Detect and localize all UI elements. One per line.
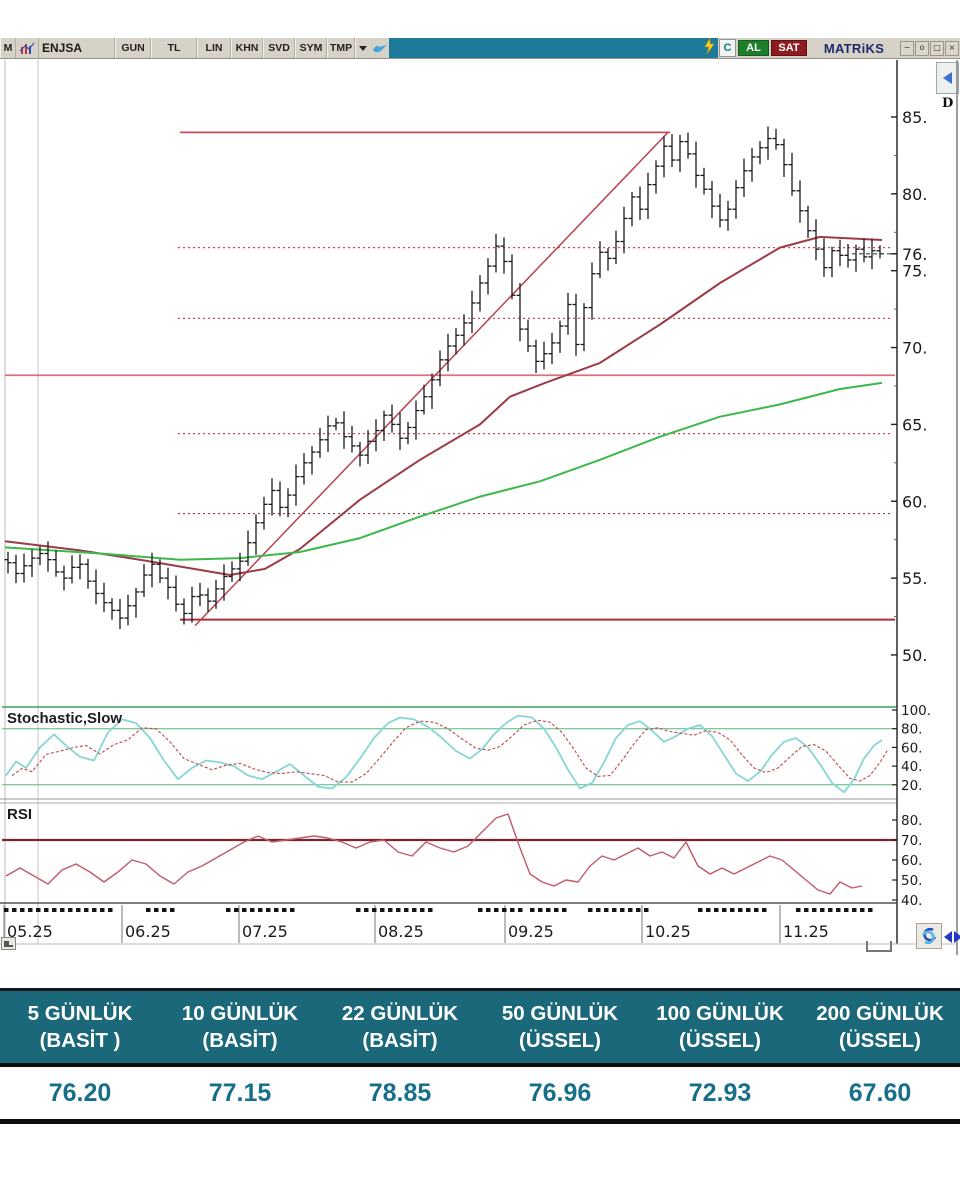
resize-handle-icon[interactable] xyxy=(866,941,892,952)
table-value-cell: 72.93 xyxy=(688,1078,752,1107)
svg-text:65.: 65. xyxy=(902,415,927,434)
svg-text:06.25: 06.25 xyxy=(125,922,171,941)
bird-glyph xyxy=(373,44,386,52)
header-line2: (BASİT) xyxy=(362,1029,438,1052)
arrow-left-icon xyxy=(943,72,952,84)
chart-canvas: 85. 80. 76.75. 70. 65. 60. 55. 50. 100. 80. 60. 40.… xyxy=(0,60,958,945)
header-line2: (ÜSSEL) xyxy=(679,1029,761,1052)
svg-text:80.: 80. xyxy=(901,722,922,738)
buy-button[interactable]: AL xyxy=(738,40,769,56)
corner-glyph xyxy=(4,941,13,947)
d-label: D xyxy=(942,96,954,111)
toolbar-button-scale[interactable]: LIN xyxy=(197,38,231,58)
swirl-glyph xyxy=(921,927,937,945)
svg-text:09.25: 09.25 xyxy=(508,922,554,941)
toolbar-button-sym[interactable]: SYM xyxy=(295,38,327,58)
svg-text:80.: 80. xyxy=(902,185,927,204)
sell-button[interactable]: SAT xyxy=(771,40,807,56)
svg-text:60.: 60. xyxy=(901,740,922,756)
table-value-row: 76.20 77.15 78.85 76.96 72.93 67.60 xyxy=(0,1067,960,1124)
window-maximize-button[interactable]: □ xyxy=(930,40,944,56)
table-header-cell: 5 GÜNLÜK (BASİT ) xyxy=(0,1000,160,1054)
table-header-cell: 10 GÜNLÜK (BASİT) xyxy=(160,1000,320,1054)
svg-text:10.25: 10.25 xyxy=(645,922,691,941)
table-header-cell: 200 GÜNLÜK (ÜSSEL) xyxy=(800,1000,960,1054)
window-close-button[interactable]: × xyxy=(945,40,959,56)
svg-text:60.: 60. xyxy=(902,492,927,511)
toolbar-button-svd[interactable]: SVD xyxy=(263,38,295,58)
svg-text:70.: 70. xyxy=(901,833,922,849)
stochastic-label: Stochastic,Slow xyxy=(7,710,123,727)
table-header-cell: 22 GÜNLÜK (BASİT) xyxy=(320,1000,480,1054)
toolbar-button-currency[interactable]: TL xyxy=(151,38,197,58)
svg-text:50.: 50. xyxy=(901,873,922,889)
svg-text:11.25: 11.25 xyxy=(783,922,829,941)
toolbar-button-period[interactable]: GUN xyxy=(115,38,151,58)
header-line1: 50 GÜNLÜK xyxy=(501,1001,619,1025)
svg-text:07.25: 07.25 xyxy=(242,922,288,941)
header-line1: 22 GÜNLÜK xyxy=(341,1001,459,1025)
svg-text:100.: 100. xyxy=(901,703,931,719)
arrow-left-icon xyxy=(944,931,952,943)
header-line1: 100 GÜNLÜK xyxy=(656,1001,784,1025)
horizontal-scroll-arrows[interactable] xyxy=(944,931,960,943)
svg-text:80.: 80. xyxy=(901,813,922,829)
table-value-cell: 77.15 xyxy=(208,1078,272,1107)
moving-averages-table: 5 GÜNLÜK (BASİT ) 10 GÜNLÜK (BASİT) 22 G… xyxy=(0,988,960,1124)
svg-text:50.: 50. xyxy=(902,646,927,665)
header-line2: (BASİT) xyxy=(202,1029,278,1052)
scroll-left-button[interactable] xyxy=(936,62,959,94)
table-value-cell: 67.60 xyxy=(848,1078,912,1107)
svg-text:60.: 60. xyxy=(901,853,922,869)
symbol-label: ENJSA xyxy=(39,38,115,58)
header-line2: (ÜSSEL) xyxy=(839,1029,921,1052)
header-line1: 10 GÜNLÜK xyxy=(181,1001,299,1025)
c-button[interactable]: C xyxy=(719,39,736,57)
arrow-right-icon xyxy=(954,931,960,943)
toolbar-dropdown-button[interactable] xyxy=(355,38,370,58)
header-line2: (BASİT ) xyxy=(39,1029,121,1052)
header-line2: (ÜSSEL) xyxy=(519,1029,601,1052)
menu-button[interactable]: M xyxy=(0,38,16,58)
table-value-cell: 76.96 xyxy=(528,1078,592,1107)
window-minimize-button[interactable]: − xyxy=(900,40,914,56)
svg-text:08.25: 08.25 xyxy=(378,922,424,941)
svg-text:40.: 40. xyxy=(901,759,922,775)
chart-type-icon[interactable] xyxy=(16,38,39,58)
svg-text:40.: 40. xyxy=(901,893,922,909)
axis-corner-button[interactable] xyxy=(1,937,16,950)
svg-text:75.: 75. xyxy=(902,262,927,281)
lightning-icon[interactable] xyxy=(704,36,715,59)
mini-chart-glyph xyxy=(19,42,35,54)
table-value-cell: 76.20 xyxy=(48,1078,112,1107)
table-value-cell: 78.85 xyxy=(368,1078,432,1107)
bird-icon[interactable] xyxy=(370,38,389,58)
svg-text:20.: 20. xyxy=(901,778,922,794)
toolbar-button-khn[interactable]: KHN xyxy=(231,38,263,58)
svg-text:70.: 70. xyxy=(902,339,927,358)
table-header-row: 5 GÜNLÜK (BASİT ) 10 GÜNLÜK (BASİT) 22 G… xyxy=(0,988,960,1067)
svg-text:85.: 85. xyxy=(902,108,927,127)
window-right-border xyxy=(956,60,958,955)
table-header-cell: 100 GÜNLÜK (ÜSSEL) xyxy=(640,1000,800,1054)
svg-text:55.: 55. xyxy=(902,569,927,588)
header-line1: 200 GÜNLÜK xyxy=(816,1001,944,1025)
matriks-logo: MATRiKS xyxy=(823,40,885,56)
matriks-refresh-icon[interactable] xyxy=(916,923,942,949)
chevron-down-icon xyxy=(359,45,367,51)
toolbar-button-tmp[interactable]: TMP xyxy=(327,38,355,58)
window-controls: − o □ × xyxy=(900,38,960,58)
window-restore-button[interactable]: o xyxy=(915,40,929,56)
table-header-cell: 50 GÜNLÜK (ÜSSEL) xyxy=(480,1000,640,1054)
header-line1: 5 GÜNLÜK xyxy=(27,1001,133,1025)
svg-text:76.: 76. xyxy=(902,245,927,264)
chart-toolbar: M ENJSA GUN TL LIN KHN SVD SYM TMP xyxy=(0,36,960,59)
rsi-label: RSI xyxy=(7,806,33,823)
svg-text:05.25: 05.25 xyxy=(7,922,53,941)
toolbar-spacer-bar xyxy=(389,36,718,59)
